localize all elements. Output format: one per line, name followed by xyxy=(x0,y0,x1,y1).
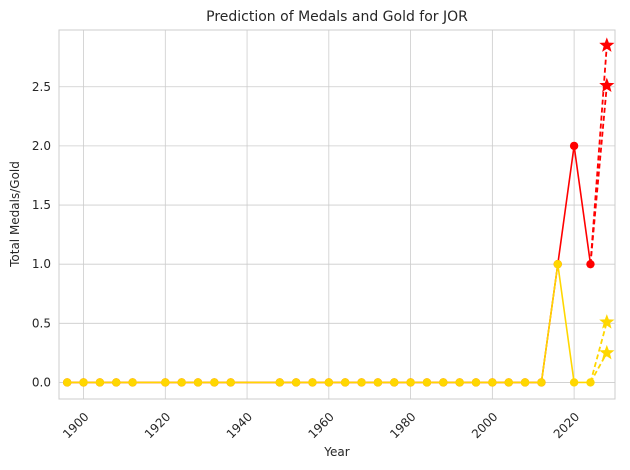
y-tick-label: 0.5 xyxy=(32,316,51,330)
data-point-gold-medals xyxy=(291,378,301,387)
data-point-gold-medals xyxy=(210,378,219,387)
data-point-gold-medals xyxy=(455,378,464,387)
data-point-gold-medals xyxy=(161,378,170,387)
data-point-gold-medals xyxy=(357,378,366,387)
prediction-gold-pred xyxy=(589,314,615,383)
prediction-star-medals-pred xyxy=(599,77,615,93)
x-tick-label: 1980 xyxy=(387,410,418,441)
x-axis-ticks: 1900 1920 1940 1960 1980 2000 2020 xyxy=(60,410,582,441)
data-point-gold-medals xyxy=(128,378,137,387)
prediction-line-gold-pred xyxy=(589,321,608,383)
data-point-gold-medals xyxy=(226,378,235,387)
gridlines xyxy=(59,30,615,399)
data-point-gold-medals xyxy=(193,378,203,387)
data-point-gold-medals xyxy=(537,378,546,387)
y-tick-label: 2.5 xyxy=(32,80,51,94)
data-point-gold-medals xyxy=(488,378,497,387)
y-tick-label: 2.0 xyxy=(32,139,51,153)
series-gold-medals xyxy=(62,259,595,387)
data-point-gold-medals xyxy=(406,378,415,387)
y-tick-label: 1.0 xyxy=(32,257,51,271)
data-point-gold-medals xyxy=(553,259,562,269)
data-point-total-medals xyxy=(569,141,579,151)
plot-area xyxy=(58,29,616,400)
x-tick-label: 1940 xyxy=(224,410,255,441)
prediction-star-gold-pred xyxy=(599,314,615,329)
y-tick-label: 0.0 xyxy=(32,375,51,389)
x-axis-label: Year xyxy=(323,445,349,459)
data-point-gold-medals xyxy=(569,378,579,387)
data-point-gold-medals xyxy=(177,378,186,387)
data-point-gold-medals xyxy=(275,378,284,387)
chart-title: Prediction of Medals and Gold for JOR xyxy=(206,9,468,25)
prediction-star-gold-pred xyxy=(599,344,615,360)
data-point-gold-medals xyxy=(390,378,399,387)
series-layer xyxy=(62,37,615,387)
data-point-gold-medals xyxy=(112,378,121,387)
data-point-gold-medals xyxy=(62,378,72,387)
data-point-gold-medals xyxy=(422,378,432,387)
data-point-gold-medals xyxy=(373,378,383,387)
x-tick-label: 2000 xyxy=(469,410,500,441)
data-point-gold-medals xyxy=(79,378,88,387)
y-tick-label: 1.5 xyxy=(32,198,51,212)
data-point-gold-medals xyxy=(308,378,317,387)
data-point-gold-medals xyxy=(439,378,448,387)
data-point-gold-medals xyxy=(340,378,350,387)
x-tick-label: 2020 xyxy=(551,410,582,441)
y-axis-ticks: 0.0 0.5 1.0 1.5 2.0 2.5 xyxy=(32,80,51,390)
prediction-line-medals-pred xyxy=(589,85,608,265)
x-tick-label: 1920 xyxy=(142,410,173,441)
data-point-gold-medals xyxy=(324,378,334,387)
y-axis-label: Total Medals/Gold xyxy=(8,161,22,268)
data-point-gold-medals xyxy=(471,378,481,387)
x-tick-label: 1960 xyxy=(305,410,336,441)
prediction-star-medals-pred xyxy=(599,37,615,52)
data-point-gold-medals xyxy=(95,378,105,387)
x-tick-label: 1900 xyxy=(60,410,91,441)
data-point-gold-medals xyxy=(520,378,530,387)
prediction-medals-pred xyxy=(589,37,615,265)
data-point-gold-medals xyxy=(504,378,513,387)
